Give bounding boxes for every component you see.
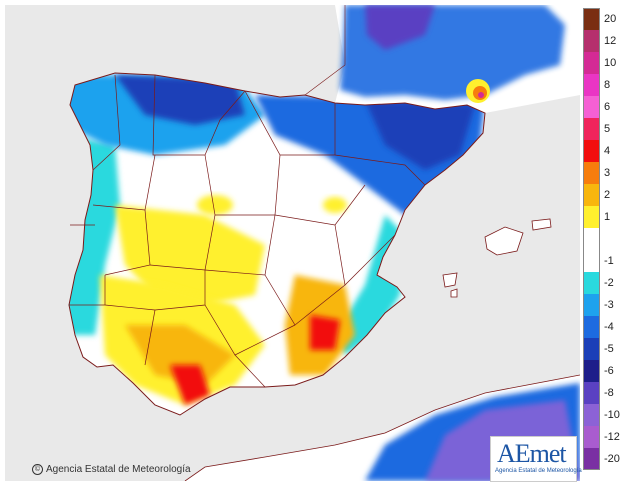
- legend-swatch: [583, 294, 600, 316]
- legend-label: 4: [604, 145, 611, 157]
- copyright-text: Agencia Estatal de Meteorología: [46, 464, 191, 476]
- legend-label: 1: [604, 211, 611, 223]
- legend-label: -3: [604, 299, 614, 311]
- legend-swatch: [583, 52, 600, 74]
- france-border: [304, 5, 346, 96]
- legend-label: 8: [604, 79, 611, 91]
- balearic-islands: [442, 218, 552, 298]
- legend-swatch: [583, 184, 600, 206]
- legend-swatch: [583, 250, 600, 272]
- legend-swatch: [583, 96, 600, 118]
- legend-label: -6: [604, 365, 614, 377]
- legend-swatch: [583, 404, 600, 426]
- iberia-coastline: [68, 72, 486, 416]
- color-legend: 20 12 10 8 6 5 4 3 2 1 -1 -2 -3 -4 -5 -6 -8 -10 -12 -20: [582, 8, 628, 478]
- legend-swatch: [583, 118, 600, 140]
- legend-swatch: [583, 8, 600, 30]
- legend-label: 20: [604, 13, 617, 25]
- legend-label: 6: [604, 101, 611, 113]
- africa-coast: [184, 374, 580, 481]
- legend-swatch: [583, 30, 600, 52]
- legend-label: -8: [604, 387, 614, 399]
- legend-swatch: [583, 426, 600, 448]
- legend-swatch: [583, 162, 600, 184]
- legend-swatch: [583, 140, 600, 162]
- legend-swatch: [583, 360, 600, 382]
- legend-swatch: [583, 206, 600, 228]
- legend-label: 2: [604, 189, 611, 201]
- legend-label: 12: [604, 35, 617, 47]
- legend-label: -4: [604, 321, 614, 333]
- legend-label: 10: [604, 57, 617, 69]
- legend-label: 5: [604, 123, 611, 135]
- legend-label: 3: [604, 167, 611, 179]
- temperature-anomaly-map[interactable]: 0°: [5, 5, 580, 481]
- logo-word: AEmet: [497, 439, 567, 468]
- map-canvas: 0°: [5, 5, 580, 481]
- legend-label: -10: [604, 409, 620, 421]
- legend-swatch: [583, 272, 600, 294]
- copyright-symbol: ©: [32, 464, 43, 475]
- legend-swatch: [583, 228, 600, 250]
- france-very-cold-area: [365, 5, 435, 50]
- logo-subtitle: Agencia Estatal de Meteorología: [495, 468, 582, 474]
- aemet-logo: AEmet Agencia Estatal de Meteorología: [490, 436, 582, 482]
- copyright-notice: © Agencia Estatal de Meteorología: [32, 464, 191, 475]
- legend-swatch: [583, 74, 600, 96]
- legend-swatch: [583, 382, 600, 404]
- legend-label: -20: [604, 453, 620, 465]
- legend-label: -5: [604, 343, 614, 355]
- legend-swatch: [583, 338, 600, 360]
- legend-swatch: [583, 448, 600, 470]
- legend-label: -2: [604, 277, 614, 289]
- legend-label: -12: [604, 431, 620, 443]
- legend-label: -1: [604, 255, 614, 267]
- warm-spot-pyrenees: [466, 79, 490, 103]
- legend-swatch: [583, 316, 600, 338]
- province-borders: [69, 74, 426, 388]
